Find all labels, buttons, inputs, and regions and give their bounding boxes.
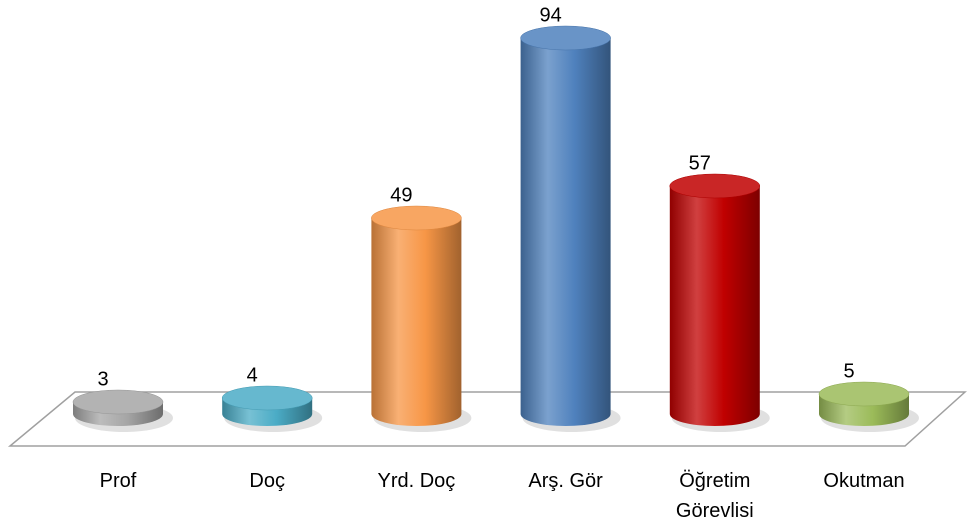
bar-top: [818, 381, 910, 407]
bar-top: [371, 205, 462, 231]
value-label: 3: [97, 368, 108, 390]
value-label: 94: [539, 4, 561, 26]
bar: [371, 218, 462, 426]
x-tick-label: Okutman: [823, 470, 905, 492]
bar: [669, 186, 760, 426]
bar: [520, 38, 611, 426]
value-label: 57: [689, 152, 711, 174]
x-tick-label: Öğretim Görevlisi: [675, 470, 754, 522]
value-label: 4: [247, 364, 258, 386]
x-tick-label: Doç: [249, 470, 285, 492]
value-label: 5: [843, 360, 854, 382]
bar-top: [72, 389, 164, 415]
x-tick-label: Yrd. Doç: [377, 470, 456, 492]
bar-top: [669, 173, 761, 199]
x-tick-label: Prof: [99, 470, 137, 492]
bar-top: [221, 385, 313, 411]
bar-top: [520, 25, 611, 51]
x-tick-label: Arş. Gör: [528, 470, 603, 492]
value-label: 49: [390, 184, 412, 206]
